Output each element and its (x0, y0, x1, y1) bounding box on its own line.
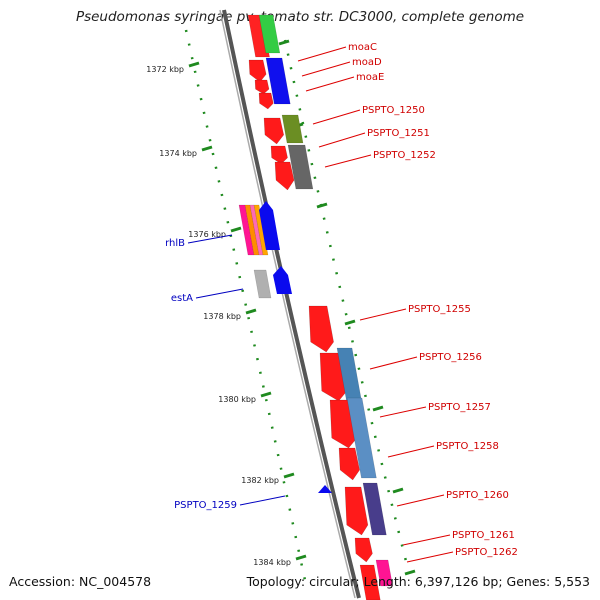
accession-text: Accession: NC_004578 (9, 574, 152, 589)
gene-leader-line (359, 308, 407, 321)
gene-cds-block (247, 14, 270, 58)
page-title: Pseudomonas syringae pv. tomato str. DC3… (75, 9, 525, 25)
gene-label: moaD (352, 57, 382, 68)
ring-layer: 1372 kbp 1374 kbp 1376 kbp 1378 kbp 1380 kbp… (146, 9, 416, 599)
scale-tick-mark (295, 554, 307, 561)
genome-backbone (222, 9, 361, 599)
gene-label: moaC (348, 42, 377, 53)
gene-block-pspto1262-pink (375, 559, 393, 587)
outer-tick-mark (392, 487, 404, 494)
scale-tick-label: 1378 kbp (203, 312, 241, 321)
gene-label: PSPTO_1251 (367, 128, 430, 139)
gene-arrow-pspto1261 (354, 537, 373, 563)
gene-label: moaE (356, 72, 384, 83)
gene-leader-line (379, 406, 427, 418)
gene-leader-line (305, 76, 355, 92)
gene-leader-line (402, 534, 451, 546)
scale-tick-label: 1380 kbp (218, 395, 256, 404)
gene-block-estA-grey (253, 269, 272, 299)
scale-tick-label: 1374 kbp (159, 149, 197, 158)
outer-tick-mark (344, 319, 356, 326)
gene-leader-line (312, 109, 361, 125)
gene-block-pspto1250-olive (281, 114, 304, 144)
gene-leader-line (387, 445, 435, 458)
gene-block-pspto1257-steelblue (346, 397, 377, 479)
gene-arrow-pspto1259 (318, 485, 332, 493)
gene-leader-line (187, 234, 233, 244)
outer-tick-mark (372, 405, 384, 412)
gene-block-moa-blue (265, 57, 291, 105)
gene-label: PSPTO_1261 (452, 530, 515, 541)
scale-tick-mark (201, 145, 213, 152)
scale-tick-mark (230, 226, 242, 233)
gene-label: PSPTO_1262 (455, 547, 518, 558)
scale-tick-mark (260, 391, 272, 398)
gene-leader-line (239, 495, 286, 506)
gene-label: PSPTO_1260 (446, 490, 509, 501)
feature-layer (238, 14, 393, 600)
gene-leader-line (324, 154, 372, 168)
gene-label: PSPTO_1259 (174, 500, 237, 511)
gene-block-pspto1262 (359, 564, 381, 600)
gene-rrna-block (258, 14, 281, 54)
gene-arrow-moaE (258, 92, 274, 110)
gene-leader-line (396, 494, 445, 507)
gene-arrow-rhlB (259, 201, 280, 250)
gene-block-pspto1252-grey (287, 144, 314, 190)
gene-leader-line (297, 46, 347, 62)
gene-label: PSPTO_1256 (419, 352, 482, 363)
gene-leader-line (195, 288, 244, 299)
gene-leader-line (369, 356, 418, 370)
inner-dotted-ring (184, 29, 308, 586)
scale-tick-label: 1376 kbp (188, 230, 226, 239)
scale-tick-mark (283, 472, 295, 479)
genome-summary-text: Topology: circular; Length: 6,397,126 bp… (246, 574, 590, 589)
gene-leader-line (406, 551, 454, 563)
scale-tick-label: 1382 kbp (241, 476, 279, 485)
label-layer: moaC moaD moaE PSPTO_1250 PSPTO_1251 PSPTO_12… (165, 42, 518, 563)
gene-label: PSPTO_1255 (408, 304, 471, 315)
gene-arrow-pspto1260 (344, 486, 369, 536)
gene-arrow-pspto1258 (338, 447, 360, 481)
outer-tick-mark (404, 569, 416, 576)
gene-label: PSPTO_1257 (428, 402, 491, 413)
gene-arrow-pspto1255 (308, 305, 334, 353)
gene-arrow-pspto1250 (263, 117, 285, 145)
gene-label: PSPTO_1258 (436, 441, 499, 452)
outer-tick-mark (316, 202, 328, 209)
gene-arrow-moaC (248, 59, 267, 83)
gene-leader-line (318, 132, 366, 148)
gene-arrow-estA (273, 266, 292, 294)
outer-tick-mark (278, 39, 290, 46)
gene-label: rhlB (165, 238, 185, 249)
gene-leader-line (301, 61, 351, 77)
gene-arrow-moaD (254, 79, 270, 95)
gene-label: PSPTO_1250 (362, 105, 425, 116)
scale-tick-mark (245, 308, 257, 315)
gene-block-pspto1260-slate (362, 482, 387, 536)
gene-block-rhlB-orange2 (253, 204, 269, 256)
scale-tick-mark (188, 61, 200, 68)
gene-label: estA (171, 293, 193, 304)
scale-tick-label: 1372 kbp (146, 65, 184, 74)
gene-arrow-pspto1251 (270, 145, 288, 165)
scale-tick-label: 1384 kbp (253, 558, 291, 567)
gene-label: PSPTO_1252 (373, 150, 436, 161)
gene-arrow-pspto1252 (274, 161, 295, 191)
genome-backbone-highlight (219, 9, 356, 599)
